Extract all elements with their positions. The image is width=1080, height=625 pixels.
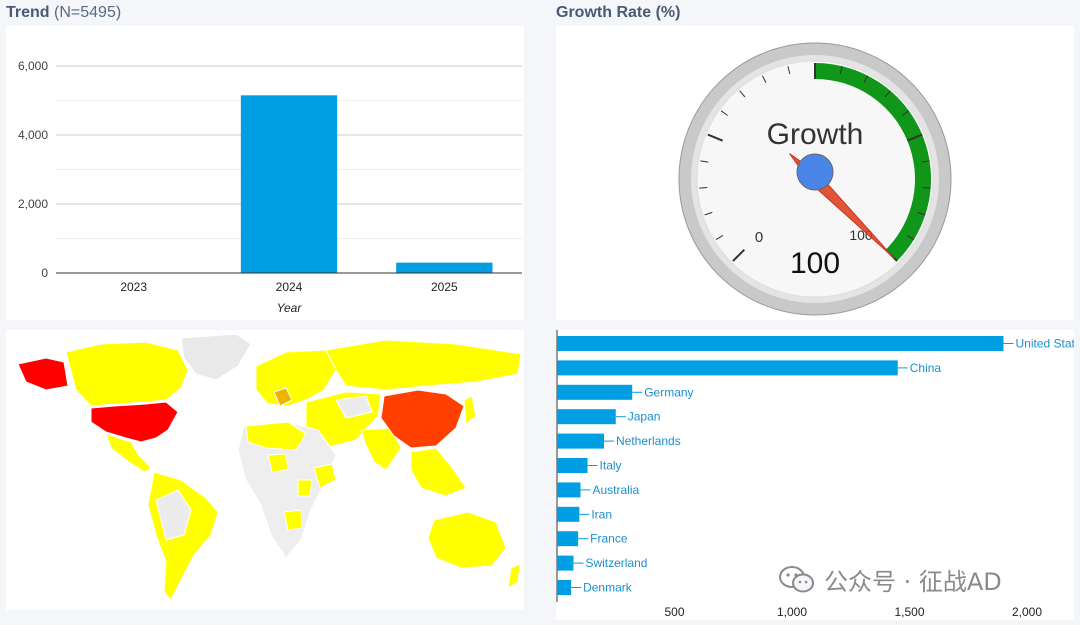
country-bar xyxy=(557,482,581,497)
map-south-america xyxy=(148,472,218,600)
trend-title: Trend (N=5495) xyxy=(6,4,121,22)
watermark: 公众号 · 征战AD xyxy=(778,562,1002,597)
country-xtick-label: 1,000 xyxy=(777,605,807,619)
trend-xtick-label: 2024 xyxy=(276,280,303,294)
country-label: Switzerland xyxy=(585,556,647,570)
map-russia xyxy=(326,340,521,390)
wechat-icon xyxy=(778,565,816,595)
country-label: Italy xyxy=(600,459,622,473)
growth-gauge: Growth 0 100 100 xyxy=(556,26,1074,320)
map-australia xyxy=(428,512,506,568)
country-bar xyxy=(557,507,579,522)
trend-chart-panel: 0 2,000 4,000 6,000 2023 2024 2025 Year xyxy=(6,26,524,320)
map-new-zealand xyxy=(508,564,520,588)
map-usa xyxy=(91,402,178,442)
trend-bar xyxy=(241,95,337,273)
country-label: Netherlands xyxy=(616,434,681,448)
country-label: Denmark xyxy=(583,581,633,595)
country-xtick-label: 1,500 xyxy=(894,605,924,619)
trend-bar-chart: 0 2,000 4,000 6,000 2023 2024 2025 Year xyxy=(6,26,524,320)
trend-xlabel: Year xyxy=(277,301,303,315)
country-bar xyxy=(557,458,588,473)
trend-title-text: Trend xyxy=(6,4,50,21)
gauge-value: 100 xyxy=(790,247,840,280)
trend-ytick-label: 2,000 xyxy=(18,197,48,211)
country-bar xyxy=(557,580,571,595)
country-bar xyxy=(557,409,616,424)
country-bar xyxy=(557,434,604,449)
country-label: Germany xyxy=(644,385,693,399)
map-alaska xyxy=(18,358,68,390)
gauge-hub xyxy=(797,154,833,190)
gauge-tick xyxy=(923,187,931,188)
trend-subtitle: (N=5495) xyxy=(54,4,121,21)
country-bar xyxy=(557,336,1004,351)
map-africa-yellow-1 xyxy=(268,454,288,472)
map-africa-yellow-4 xyxy=(298,480,312,496)
world-map xyxy=(6,330,524,610)
world-map-panel xyxy=(6,330,524,610)
country-xtick-label: 2,000 xyxy=(1012,605,1042,619)
map-greenland xyxy=(181,334,251,380)
country-label: Japan xyxy=(628,410,661,424)
gauge-panel: Growth 0 100 100 xyxy=(556,26,1074,320)
trend-bar xyxy=(396,263,492,273)
country-label: United States xyxy=(1016,337,1075,351)
trend-ytick-label: 0 xyxy=(41,266,48,280)
gauge-tick-min: 0 xyxy=(755,229,763,246)
watermark-text: 公众号 · 征战AD xyxy=(824,562,1002,597)
country-label: Australia xyxy=(593,483,640,497)
map-japan xyxy=(464,396,476,424)
gauge-tick xyxy=(699,187,707,188)
country-bar xyxy=(557,385,632,400)
map-se-asia xyxy=(411,448,466,496)
gauge-label: Growth xyxy=(767,118,864,151)
country-label: France xyxy=(590,532,628,546)
country-xtick-label: 500 xyxy=(664,605,684,619)
trend-xtick-label: 2023 xyxy=(120,280,147,294)
trend-xtick-label: 2025 xyxy=(431,280,458,294)
country-bar xyxy=(557,531,578,546)
trend-ytick-label: 4,000 xyxy=(18,128,48,142)
trend-ytick-label: 6,000 xyxy=(18,59,48,73)
growth-title: Growth Rate (%) xyxy=(556,4,680,22)
country-label: Iran xyxy=(591,507,612,521)
map-canada xyxy=(66,342,188,406)
country-bar xyxy=(557,360,898,375)
country-label: China xyxy=(910,361,942,375)
country-bar xyxy=(557,556,573,571)
